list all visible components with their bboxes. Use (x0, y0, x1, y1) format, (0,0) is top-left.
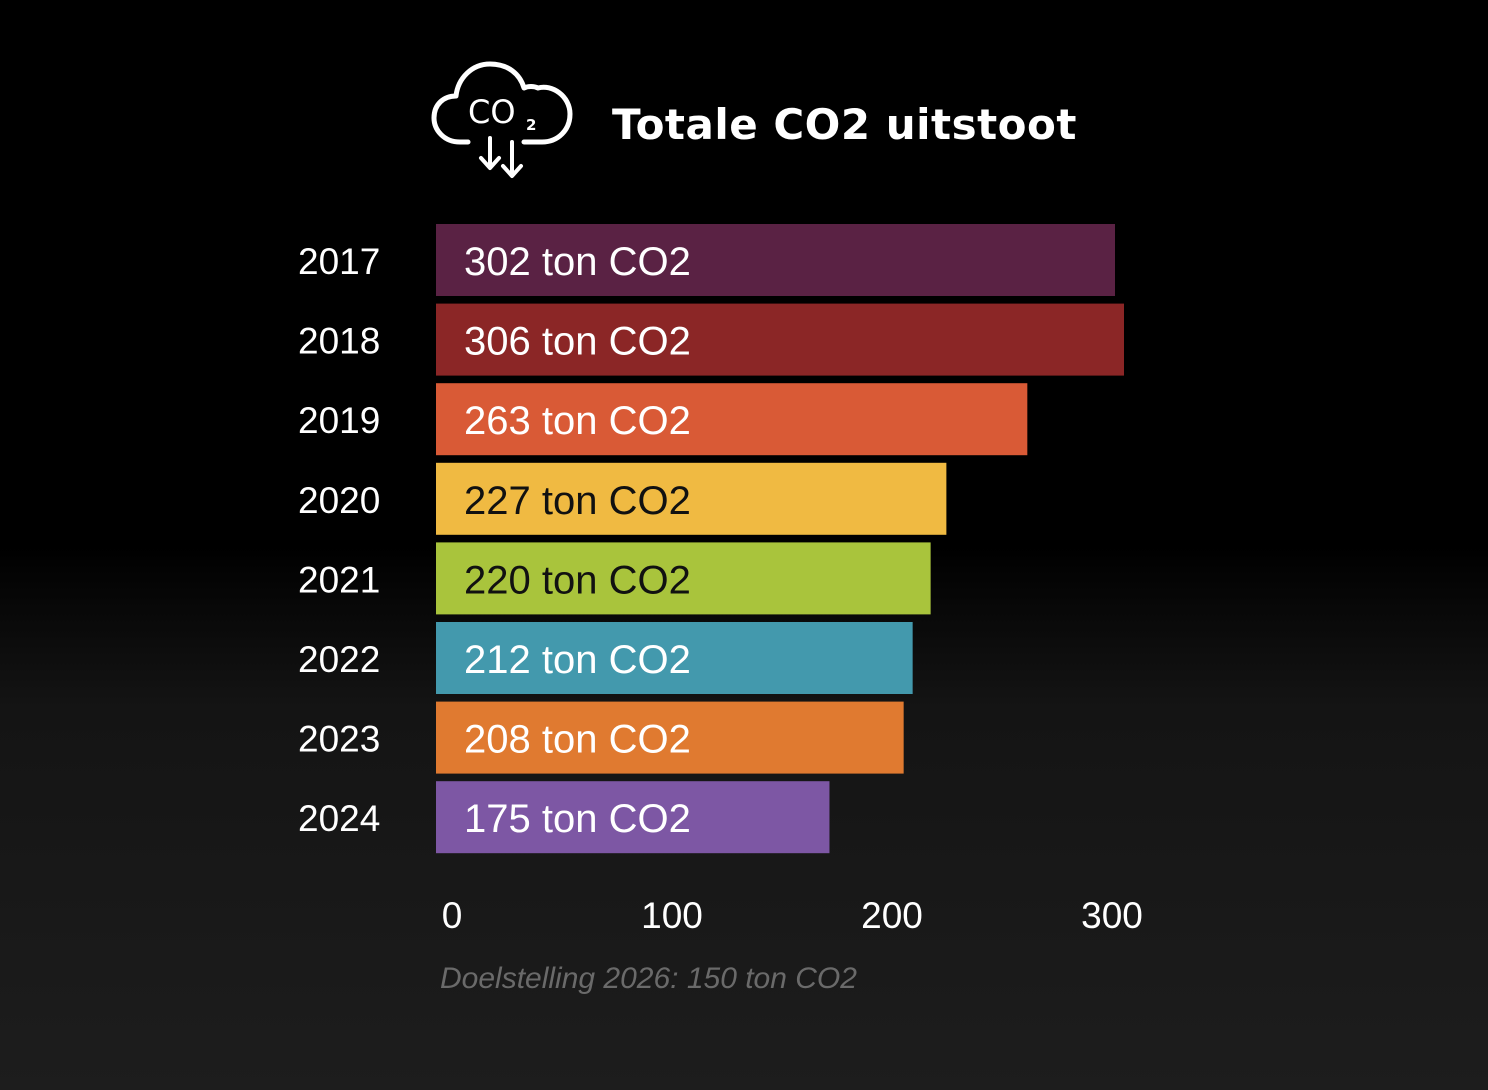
data-label-2018: 306 ton CO2 (464, 320, 691, 364)
bar-2024 (436, 781, 830, 854)
bar-2019 (436, 383, 1028, 456)
x-tick-label-0: 0 (442, 895, 463, 936)
co2-cloud-icon: CO 2 (431, 61, 573, 178)
chart-title: Totale CO2 uitstoot (612, 100, 1077, 149)
data-label-2024: 175 ton CO2 (464, 797, 691, 841)
y-tick-label-2022: 2022 (298, 639, 380, 680)
data-label-2020: 227 ton CO2 (464, 479, 691, 523)
svg-text:CO: CO (468, 93, 516, 131)
bar-2021 (436, 542, 931, 615)
data-label-2017: 302 ton CO2 (464, 240, 691, 284)
y-tick-label-2019: 2019 (298, 400, 380, 441)
svg-text:2: 2 (526, 116, 536, 134)
y-tick-label-2017: 2017 (298, 241, 380, 282)
y-tick-label-2018: 2018 (298, 321, 380, 362)
y-tick-label-2020: 2020 (298, 480, 380, 521)
data-label-2021: 220 ton CO2 (464, 558, 691, 602)
bar-2018 (436, 303, 1124, 376)
data-label-2022: 212 ton CO2 (464, 638, 691, 682)
x-tick-label-300: 300 (1081, 895, 1143, 936)
x-tick-label-100: 100 (641, 895, 703, 936)
bar-2023 (436, 701, 904, 774)
x-tick-label-200: 200 (861, 895, 923, 936)
bar-2017 (436, 224, 1116, 296)
bar-2020 (436, 462, 947, 535)
data-label-2019: 263 ton CO2 (464, 399, 691, 443)
goal-note: Doelstelling 2026: 150 ton CO2 (440, 962, 857, 995)
y-tick-label-2024: 2024 (298, 798, 380, 839)
data-label-2023: 208 ton CO2 (464, 718, 691, 762)
y-tick-label-2023: 2023 (298, 719, 380, 760)
y-tick-label-2021: 2021 (298, 559, 380, 600)
bar-2022 (436, 622, 913, 694)
